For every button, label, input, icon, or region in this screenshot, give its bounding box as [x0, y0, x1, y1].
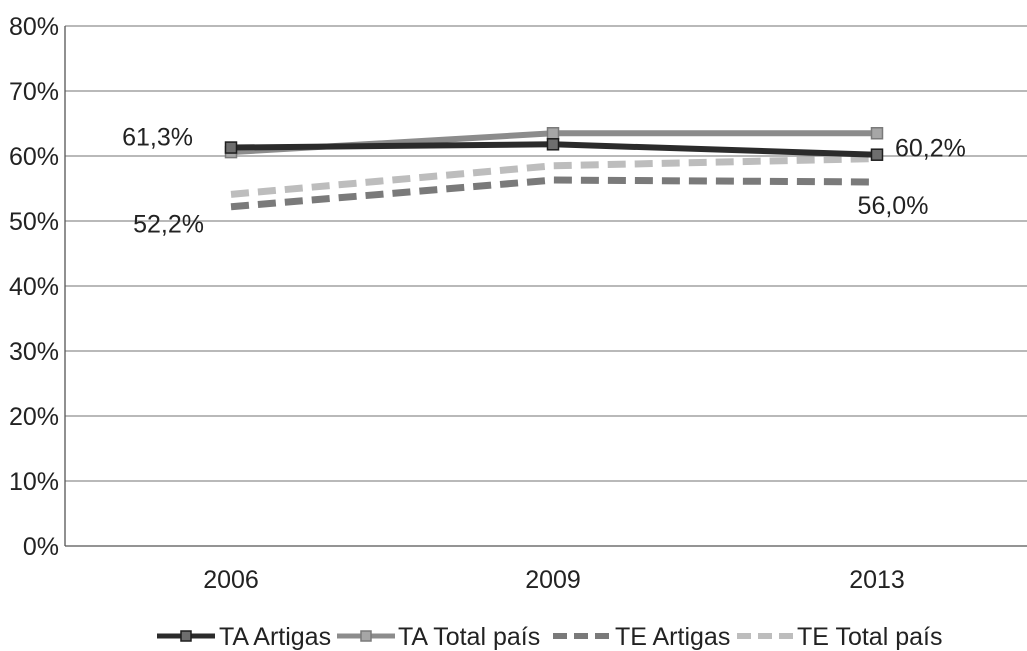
series-te-total-país [230, 155, 878, 198]
y-tick-label: 10% [9, 468, 59, 496]
x-tick-label: 2009 [525, 566, 581, 594]
data-label: 60,2% [895, 135, 966, 163]
legend-item: TA Total país [337, 623, 540, 651]
series-ta-artigas [224, 138, 884, 161]
legend-item: TE Artigas [553, 623, 730, 651]
legend-item: TE Total país [737, 623, 942, 651]
data-label: 56,0% [858, 192, 929, 220]
x-tick-label: 2006 [203, 566, 259, 594]
x-tick-label: 2013 [849, 566, 905, 594]
y-tick-label: 70% [9, 78, 59, 106]
data-point-marker [870, 127, 884, 140]
y-tick-label: 30% [9, 338, 59, 366]
series-lines [224, 127, 884, 211]
data-point-marker [546, 127, 560, 140]
y-tick-label: 60% [9, 143, 59, 171]
y-tick-label: 20% [9, 403, 59, 431]
data-point-marker [224, 141, 238, 154]
y-tick-label: 0% [23, 533, 59, 561]
y-tick-label: 50% [9, 208, 59, 236]
legend-label: TE Artigas [615, 623, 730, 651]
legend-label: TA Total país [398, 623, 540, 651]
data-label: 61,3% [122, 124, 193, 152]
legend-label: TE Total país [797, 623, 942, 651]
axes: 0% 10% 20% 30% 40% 50% 60% 70% 80% 2006 2009 2013 [9, 13, 1027, 594]
data-labels: 61,3% 52,2% 60,2% 56,0% [122, 124, 966, 239]
legend-marker [180, 630, 192, 642]
legend-marker [360, 630, 372, 642]
legend: TA Artigas TA Total país TE Artigas TE Tota… [157, 623, 942, 651]
gridlines [65, 25, 1027, 482]
y-tick-label: 40% [9, 273, 59, 301]
data-point-marker [870, 148, 884, 161]
data-point-marker [546, 138, 560, 151]
series-line [230, 155, 878, 198]
data-label: 52,2% [133, 211, 204, 239]
legend-label: TA Artigas [219, 623, 331, 651]
legend-item: TA Artigas [157, 623, 331, 651]
y-tick-label: 80% [9, 13, 59, 41]
